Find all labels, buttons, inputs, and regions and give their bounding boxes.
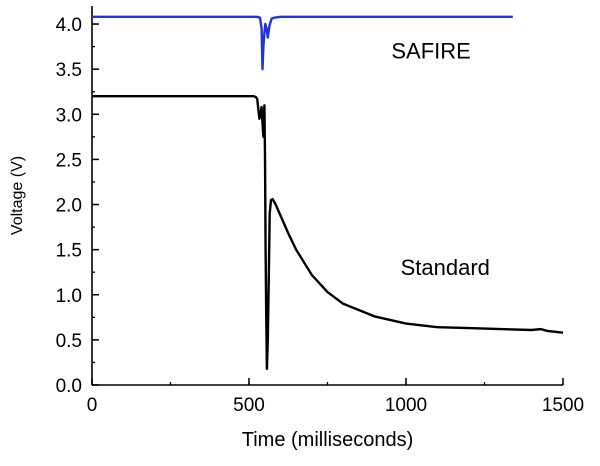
y-tick-label: 3.5 [56, 60, 82, 81]
series-label-standard: Standard [401, 255, 490, 280]
series-line-standard [92, 95, 564, 370]
plot-area: 0 500 1000 1500 0.0 0.5 1.0 1.5 2.0 2.5 3.0 3.5 4.0… [56, 6, 584, 416]
y-tick-label: 1.0 [56, 286, 82, 307]
x-tick-label: 0 [87, 395, 98, 416]
x-tick-label: 1000 [385, 395, 427, 416]
y-tick-label: 0.5 [56, 331, 82, 352]
x-axis-ticks: 0 500 1000 1500 [87, 378, 584, 416]
y-tick-label: 0.0 [56, 376, 82, 397]
series-layer [92, 15, 564, 370]
y-tick-label: 4.0 [56, 15, 82, 36]
y-tick-label: 2.0 [56, 196, 82, 217]
y-axis-title: Voltage (V) [9, 156, 26, 235]
annotation-layer: SAFIRE Standard [391, 38, 490, 280]
x-tick-label: 500 [233, 395, 265, 416]
y-tick-label: 1.5 [56, 241, 82, 262]
series-label-safire: SAFIRE [391, 38, 470, 63]
y-axis-ticks: 0.0 0.5 1.0 1.5 2.0 2.5 3.0 3.5 4.0 [56, 15, 99, 397]
x-tick-label: 1500 [542, 395, 584, 416]
x-axis-title: Time (milliseconds) [242, 429, 414, 451]
series-line-safire [92, 15, 513, 71]
y-tick-label: 2.5 [56, 150, 82, 171]
y-tick-label: 3.0 [56, 105, 82, 126]
